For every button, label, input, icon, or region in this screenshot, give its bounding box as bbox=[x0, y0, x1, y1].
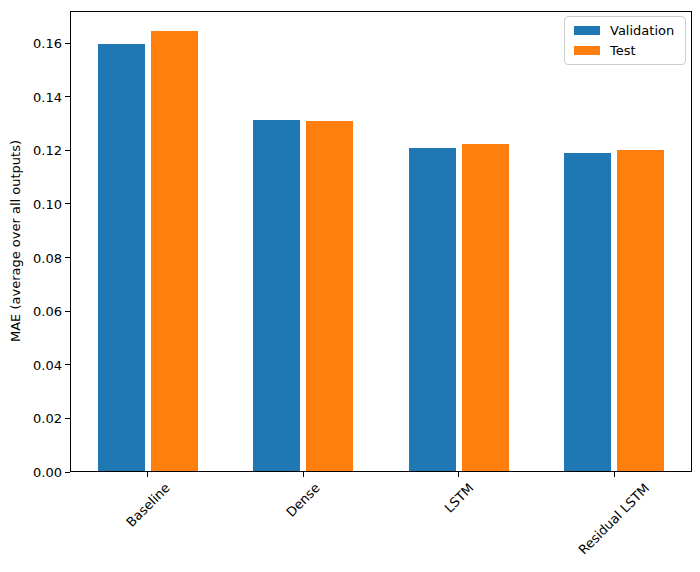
x-tick-mark bbox=[614, 472, 615, 477]
y-tick-label: 0.10 bbox=[33, 196, 62, 211]
y-tick-mark bbox=[65, 472, 70, 473]
bar-chart-figure: MAE (average over all outputs) Validatio… bbox=[0, 0, 700, 572]
x-tick-mark bbox=[303, 472, 304, 477]
y-tick-mark bbox=[65, 203, 70, 204]
x-tick-mark bbox=[147, 472, 148, 477]
y-tick-mark bbox=[65, 364, 70, 365]
y-tick-label: 0.04 bbox=[33, 357, 62, 372]
x-tick-label: Dense bbox=[283, 480, 323, 520]
legend-swatch-test bbox=[574, 46, 600, 55]
x-tick-label: Baseline bbox=[123, 480, 173, 530]
bar-validation-dense bbox=[253, 120, 300, 471]
x-tick-mark bbox=[458, 472, 459, 477]
y-tick-label: 0.08 bbox=[33, 250, 62, 265]
plot-area bbox=[70, 11, 692, 472]
y-tick-label: 0.14 bbox=[33, 89, 62, 104]
y-tick-mark bbox=[65, 418, 70, 419]
bar-validation-baseline bbox=[98, 44, 145, 471]
y-tick-label: 0.16 bbox=[33, 36, 62, 51]
legend-label: Validation bbox=[610, 23, 674, 38]
x-tick-label: Residual LSTM bbox=[576, 480, 653, 557]
legend-label: Test bbox=[610, 43, 636, 58]
legend-item-test: Test bbox=[574, 43, 676, 58]
y-tick-label: 0.06 bbox=[33, 304, 62, 319]
y-tick-label: 0.02 bbox=[33, 411, 62, 426]
y-tick-mark bbox=[65, 43, 70, 44]
y-tick-label: 0.12 bbox=[33, 143, 62, 158]
legend-item-validation: Validation bbox=[574, 23, 676, 38]
bar-validation-residual-lstm bbox=[564, 153, 611, 471]
y-tick-mark bbox=[65, 257, 70, 258]
bar-test-dense bbox=[306, 121, 353, 471]
bar-test-baseline bbox=[151, 31, 198, 471]
y-tick-mark bbox=[65, 150, 70, 151]
bar-test-residual-lstm bbox=[617, 150, 664, 471]
y-tick-mark bbox=[65, 96, 70, 97]
x-tick-label: LSTM bbox=[441, 480, 476, 515]
legend-swatch-validation bbox=[574, 26, 600, 35]
y-tick-label: 0.00 bbox=[33, 465, 62, 480]
bar-test-lstm bbox=[462, 144, 509, 471]
y-tick-mark bbox=[65, 311, 70, 312]
bar-validation-lstm bbox=[409, 148, 456, 471]
y-axis-label: MAE (average over all outputs) bbox=[8, 140, 23, 342]
legend: Validation Test bbox=[564, 16, 686, 65]
